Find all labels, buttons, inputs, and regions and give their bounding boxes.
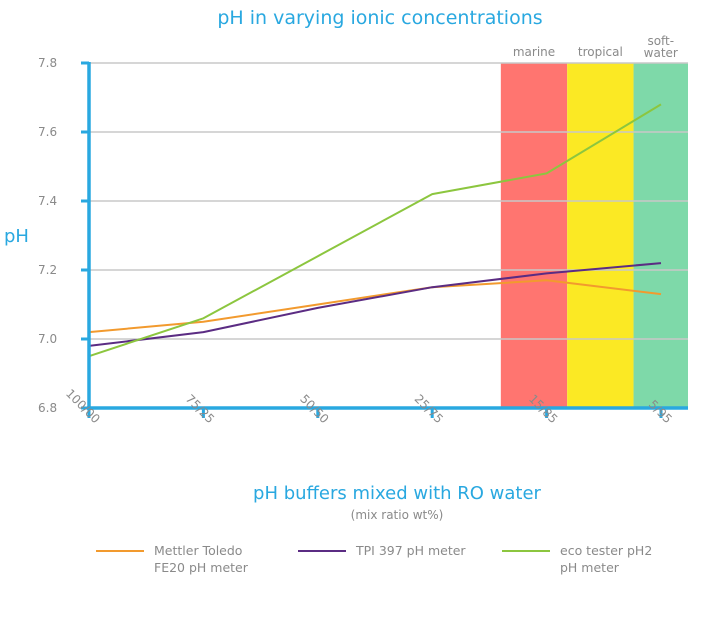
legend-label-0-0: Mettler Toledo	[154, 543, 242, 558]
legend-label-2-1: pH meter	[560, 560, 620, 575]
y-tick-label-3: 7.4	[38, 194, 57, 208]
series-line-0	[88, 279, 662, 334]
x-axis-label: pH buffers mixed with RO water	[253, 483, 542, 504]
band-label-0: marine	[513, 45, 555, 59]
x-axis-sublabel: (mix ratio wt%)	[351, 508, 444, 522]
band-label-2-1: water	[644, 46, 678, 60]
legend-label-1-0: TPI 397 pH meter	[355, 543, 466, 558]
band-0	[500, 63, 568, 408]
legend-label-0-1: FE20 pH meter	[154, 560, 249, 575]
y-tick-label-5: 7.8	[38, 56, 57, 70]
y-tick-label-0: 6.8	[38, 401, 57, 415]
y-axis-label: pH	[4, 226, 29, 247]
legend-label-2-0: eco tester pH2	[560, 543, 652, 558]
y-tick-label-4: 7.6	[38, 125, 57, 139]
series-line-2	[88, 103, 662, 358]
legend: Mettler Toledo FE20 pH meter TPI 397 pH me…	[96, 543, 652, 575]
chart-title: pH in varying ionic concentrations	[217, 7, 542, 29]
y-tick-label-1: 7.0	[38, 332, 57, 346]
labels: pH in varying ionic concentrations pH pH…	[4, 7, 543, 522]
gridlines	[89, 62, 688, 340]
band-label-1: tropical	[578, 45, 623, 59]
series-line-1	[88, 262, 662, 347]
band-2	[633, 63, 688, 408]
x-tick-label-0: 100/00	[63, 386, 103, 426]
series-lines	[88, 103, 662, 358]
y-tick-label-2: 7.2	[38, 263, 57, 277]
band-label-2-0: soft-	[647, 34, 674, 48]
band-1	[567, 63, 634, 408]
background-bands: marine tropical soft-water	[500, 34, 688, 408]
